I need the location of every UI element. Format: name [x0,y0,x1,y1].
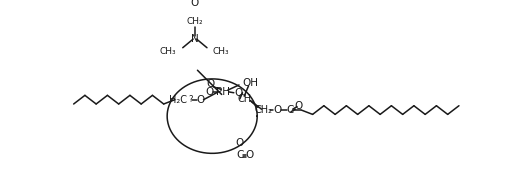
Text: ?: ? [189,95,193,104]
Text: CH₂: CH₂ [254,105,272,115]
Text: O: O [196,95,204,105]
Text: CH₃: CH₃ [159,47,176,56]
Text: O: O [236,138,244,148]
Text: CH₂: CH₂ [187,17,203,26]
Text: PH: PH [217,87,231,97]
Text: O: O [205,87,214,97]
Text: O: O [191,0,199,8]
Text: O: O [234,88,242,98]
Text: O: O [273,105,281,115]
Text: C: C [286,105,294,115]
Text: C: C [236,150,244,160]
Text: O: O [295,101,303,111]
Text: N: N [191,34,199,44]
Text: OH: OH [242,78,258,88]
Text: CH₃: CH₃ [212,47,229,56]
Text: O: O [206,79,215,89]
Text: H₂C: H₂C [169,95,187,105]
Text: O: O [245,150,253,160]
Text: CH: CH [237,94,251,104]
